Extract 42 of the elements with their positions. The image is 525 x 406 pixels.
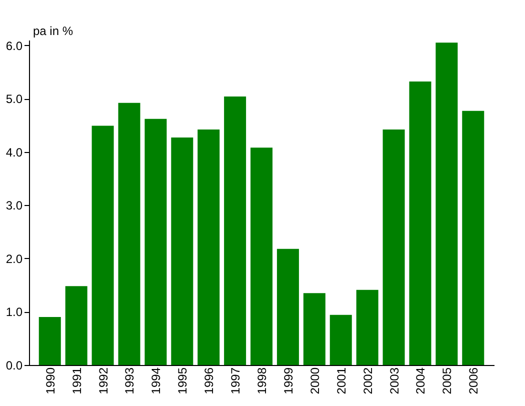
bar xyxy=(65,286,88,365)
x-tick-label: 1994 xyxy=(149,367,164,394)
x-tick-label: 2000 xyxy=(308,367,322,394)
bar xyxy=(462,110,484,365)
bar xyxy=(38,317,61,365)
x-tick-label: 1998 xyxy=(255,367,269,394)
x-tick-label: 1991 xyxy=(70,367,84,394)
y-tick-label: 3.0 xyxy=(6,198,23,213)
x-tick-label: 1993 xyxy=(122,367,137,394)
bar xyxy=(276,248,299,365)
x-tick-label: 1992 xyxy=(96,367,110,394)
y-axis-title: pa in % xyxy=(33,24,74,38)
x-tick-label: 1995 xyxy=(176,367,190,394)
bar xyxy=(198,130,220,365)
x-tick-label: 1997 xyxy=(228,367,243,394)
x-tick-label: 1999 xyxy=(281,367,296,394)
x-tick-label: 2001 xyxy=(334,367,348,394)
bar xyxy=(436,42,458,365)
bar xyxy=(250,148,272,365)
bar xyxy=(382,130,405,365)
bar xyxy=(171,138,194,365)
x-tick-label: 1990 xyxy=(43,367,58,394)
y-tick-label: 4.0 xyxy=(6,145,23,160)
bar xyxy=(303,293,326,365)
x-tick-label: 2002 xyxy=(360,367,375,394)
y-tick-label: 6.0 xyxy=(6,38,23,53)
x-tick-label: 1996 xyxy=(202,367,216,394)
x-tick-label: 2003 xyxy=(387,367,402,394)
bar xyxy=(330,314,352,365)
x-tick-label: 2005 xyxy=(440,367,454,394)
y-tick-label: 0.0 xyxy=(6,358,23,372)
bar xyxy=(118,102,140,365)
y-tick-label: 5.0 xyxy=(6,92,23,106)
bar xyxy=(144,118,167,365)
x-tick-label: 2006 xyxy=(466,367,481,394)
bar xyxy=(224,96,246,365)
bar xyxy=(356,290,378,365)
x-tick-label: 2004 xyxy=(414,367,428,394)
bar xyxy=(92,126,114,365)
y-tick-label: 2.0 xyxy=(6,252,23,266)
y-tick-label: 1.0 xyxy=(6,305,23,320)
bar xyxy=(409,82,432,365)
